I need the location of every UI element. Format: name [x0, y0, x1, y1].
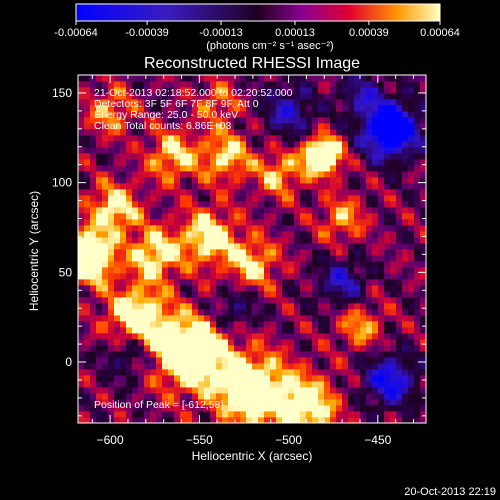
colorbar-tick-label: -0.00039 — [125, 27, 168, 39]
x-axis-label: Heliocentric X (arcsec) — [192, 449, 313, 463]
chart-title: Reconstructed RHESSI Image — [144, 55, 360, 72]
heatmap-image — [78, 75, 426, 423]
y-tick-label: 50 — [59, 265, 73, 279]
annotation-detectors: Detectors: 3F 5F 6F 7F 8F 9F, Att 0 — [94, 98, 259, 110]
colorbar-tick-label: 0.00039 — [349, 27, 389, 39]
y-tick-label: 100 — [52, 176, 72, 190]
peak-position-label: Position of Peak = [-612,58] — [94, 399, 223, 411]
annotation-time-range: 21-Oct-2013 02:18:52.000 to 02:20:52.000 — [94, 87, 293, 99]
x-tick-label: −450 — [364, 433, 391, 447]
footer-timestamp: 20-Oct-2013 22:19 — [404, 486, 496, 498]
colorbar — [75, 3, 441, 22]
annotation-clean-counts: Clean Total counts: 6.86E+03 — [94, 120, 231, 132]
colorbar-ticks: -0.00064 -0.00039 -0.00013 0.00013 0.00039 0.… — [54, 21, 460, 39]
y-tick-label: 0 — [65, 355, 72, 369]
y-axis-label: Heliocentric Y (arcsec) — [27, 191, 41, 311]
plot-frame — [77, 74, 427, 424]
annotation-energy-range: Energy Range: 25.0 - 50.0 keV — [94, 109, 238, 121]
x-tick-label: −500 — [275, 433, 302, 447]
colorbar-tick-label: 0.00064 — [420, 27, 460, 39]
axis-ticks: −600 −550 −500 −450 0 50 100 150 — [52, 74, 426, 447]
colorbar-unit-label: (photons cm⁻² s⁻¹ asec⁻²) — [206, 40, 333, 52]
x-tick-label: −550 — [186, 433, 213, 447]
x-tick-label: −600 — [97, 433, 124, 447]
colorbar-tick-label: -0.00064 — [54, 27, 97, 39]
colorbar-tick-label: -0.00013 — [199, 27, 242, 39]
colorbar-tick-label: 0.00013 — [275, 27, 315, 39]
y-tick-label: 150 — [52, 86, 72, 100]
